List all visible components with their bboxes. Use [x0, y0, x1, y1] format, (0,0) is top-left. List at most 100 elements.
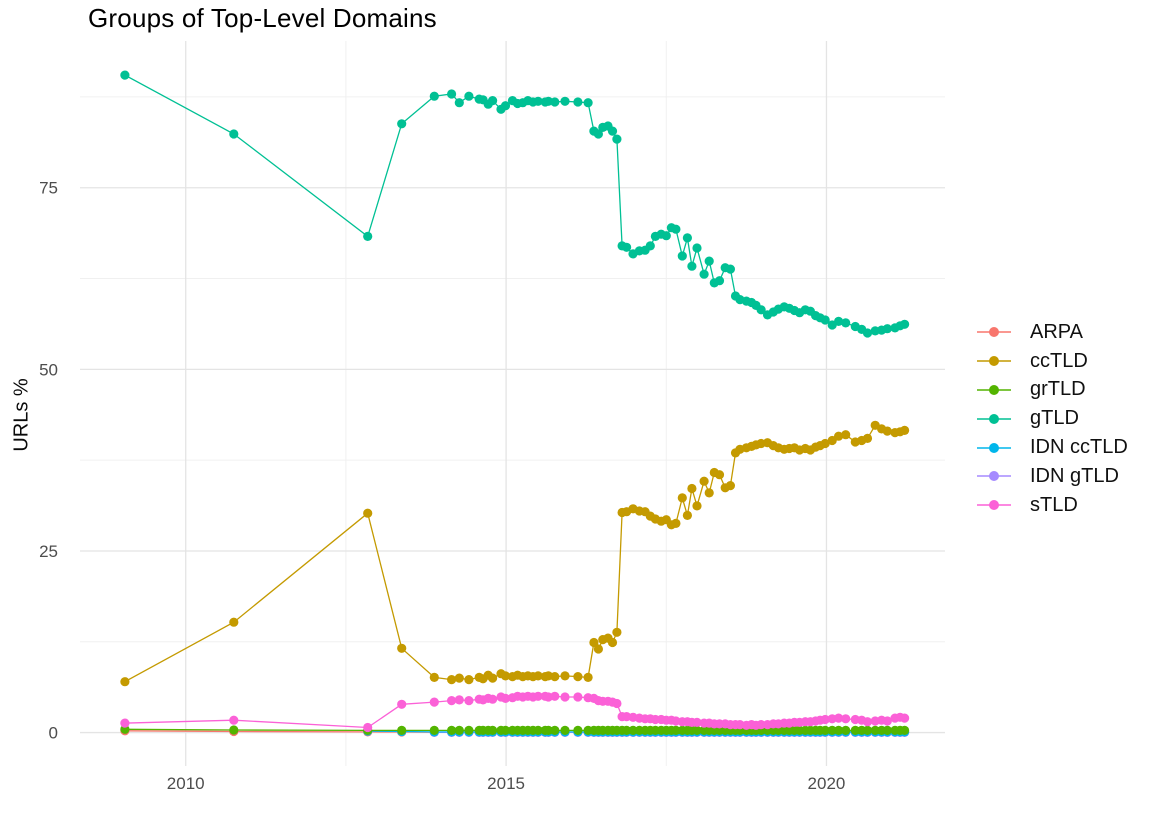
data-point: [692, 725, 702, 736]
data-point: [363, 231, 373, 241]
data-point: [533, 671, 543, 681]
data-point: [560, 692, 570, 702]
data-point: [464, 675, 474, 685]
legend-item-stld: sTLD: [977, 491, 1128, 520]
data-point: [612, 134, 622, 144]
data-point: [882, 725, 892, 736]
legend-item-idn-cctld: IDN ccTLD: [977, 433, 1128, 462]
legend-item-label: sTLD: [1030, 493, 1078, 516]
data-point: [560, 96, 570, 106]
data-point: [699, 269, 709, 279]
legend-item-arpa: ARPA: [977, 318, 1128, 347]
series-stld: [120, 691, 910, 733]
x-axis-tick-labels: 2010 2015 2020: [167, 774, 846, 793]
data-point: [628, 725, 638, 736]
data-point: [622, 725, 632, 736]
data-point: [550, 691, 560, 701]
gridlines-minor: [80, 41, 945, 766]
data-point: [682, 233, 693, 243]
data-point: [397, 699, 407, 709]
legend-item-label: IDN gTLD: [1030, 464, 1119, 487]
data-point: [583, 672, 593, 683]
legend-key-icon: [977, 356, 1011, 367]
data-point: [560, 671, 570, 681]
data-point: [882, 716, 892, 726]
data-point: [593, 129, 604, 139]
data-point: [363, 722, 373, 733]
data-point: [841, 714, 851, 724]
data-point: [607, 126, 618, 136]
data-point: [834, 725, 844, 736]
data-point: [714, 470, 725, 480]
data-point: [820, 725, 830, 736]
data-point: [699, 476, 709, 486]
data-point: [645, 241, 655, 251]
legend-item-label: IDN ccTLD: [1030, 436, 1128, 459]
legend-key-icon: [977, 442, 1011, 453]
data-point: [120, 718, 130, 728]
data-point: [447, 725, 457, 736]
legend-item-label: ARPA: [1030, 320, 1083, 343]
x-tick-label: 2010: [167, 774, 205, 793]
legend-key-icon: [977, 500, 1011, 511]
data-point: [593, 644, 604, 654]
data-point: [120, 70, 130, 80]
data-point: [488, 673, 498, 683]
series-cctld: [120, 420, 910, 687]
data-point: [120, 677, 130, 687]
data-point: [429, 672, 439, 683]
data-point: [862, 328, 873, 338]
data-point: [900, 319, 910, 329]
series-gtld: [120, 70, 910, 338]
legend-key-icon: [977, 471, 1011, 482]
data-point: [500, 725, 511, 736]
data-point: [834, 316, 844, 326]
data-point: [429, 91, 439, 101]
data-point: [900, 725, 910, 736]
legend-key-icon: [977, 384, 1011, 395]
data-point: [692, 717, 702, 728]
data-point: [397, 119, 407, 129]
data-point: [756, 720, 766, 730]
data-point: [850, 725, 860, 736]
legend-item-label: ccTLD: [1030, 349, 1088, 372]
x-tick-label: 2020: [808, 774, 846, 793]
data-point: [229, 715, 239, 725]
data-point: [397, 643, 407, 653]
legend-item-grtld: grTLD: [977, 376, 1128, 405]
data-point: [834, 431, 844, 441]
data-point: [834, 713, 844, 723]
data-point: [682, 510, 693, 520]
data-point: [550, 725, 560, 736]
data-point: [447, 89, 457, 99]
legend-item-cctld: ccTLD: [977, 347, 1128, 376]
data-point: [573, 97, 583, 107]
data-point: [841, 318, 851, 328]
legend-item-idn-gtld: IDN gTLD: [977, 462, 1128, 491]
legend-item-label: grTLD: [1030, 378, 1086, 401]
data-point: [573, 692, 583, 702]
data-point: [671, 725, 681, 736]
data-point: [500, 101, 511, 111]
data-point: [704, 256, 714, 266]
legend-key-icon: [977, 327, 1011, 338]
data-point: [714, 276, 725, 286]
data-point: [882, 324, 892, 334]
data-point: [550, 97, 560, 107]
legend-key-icon: [977, 413, 1011, 424]
data-point: [692, 243, 702, 253]
data-point: [725, 264, 736, 274]
data-point: [454, 725, 464, 736]
y-tick-label: 0: [49, 724, 58, 743]
data-point: [870, 725, 880, 736]
data-point: [573, 672, 583, 682]
data-point: [589, 637, 599, 648]
data-point: [464, 91, 474, 101]
data-point: [550, 672, 560, 682]
data-point: [756, 305, 766, 315]
data-point: [229, 129, 239, 139]
y-tick-label: 50: [39, 360, 58, 379]
data-point: [841, 430, 851, 440]
